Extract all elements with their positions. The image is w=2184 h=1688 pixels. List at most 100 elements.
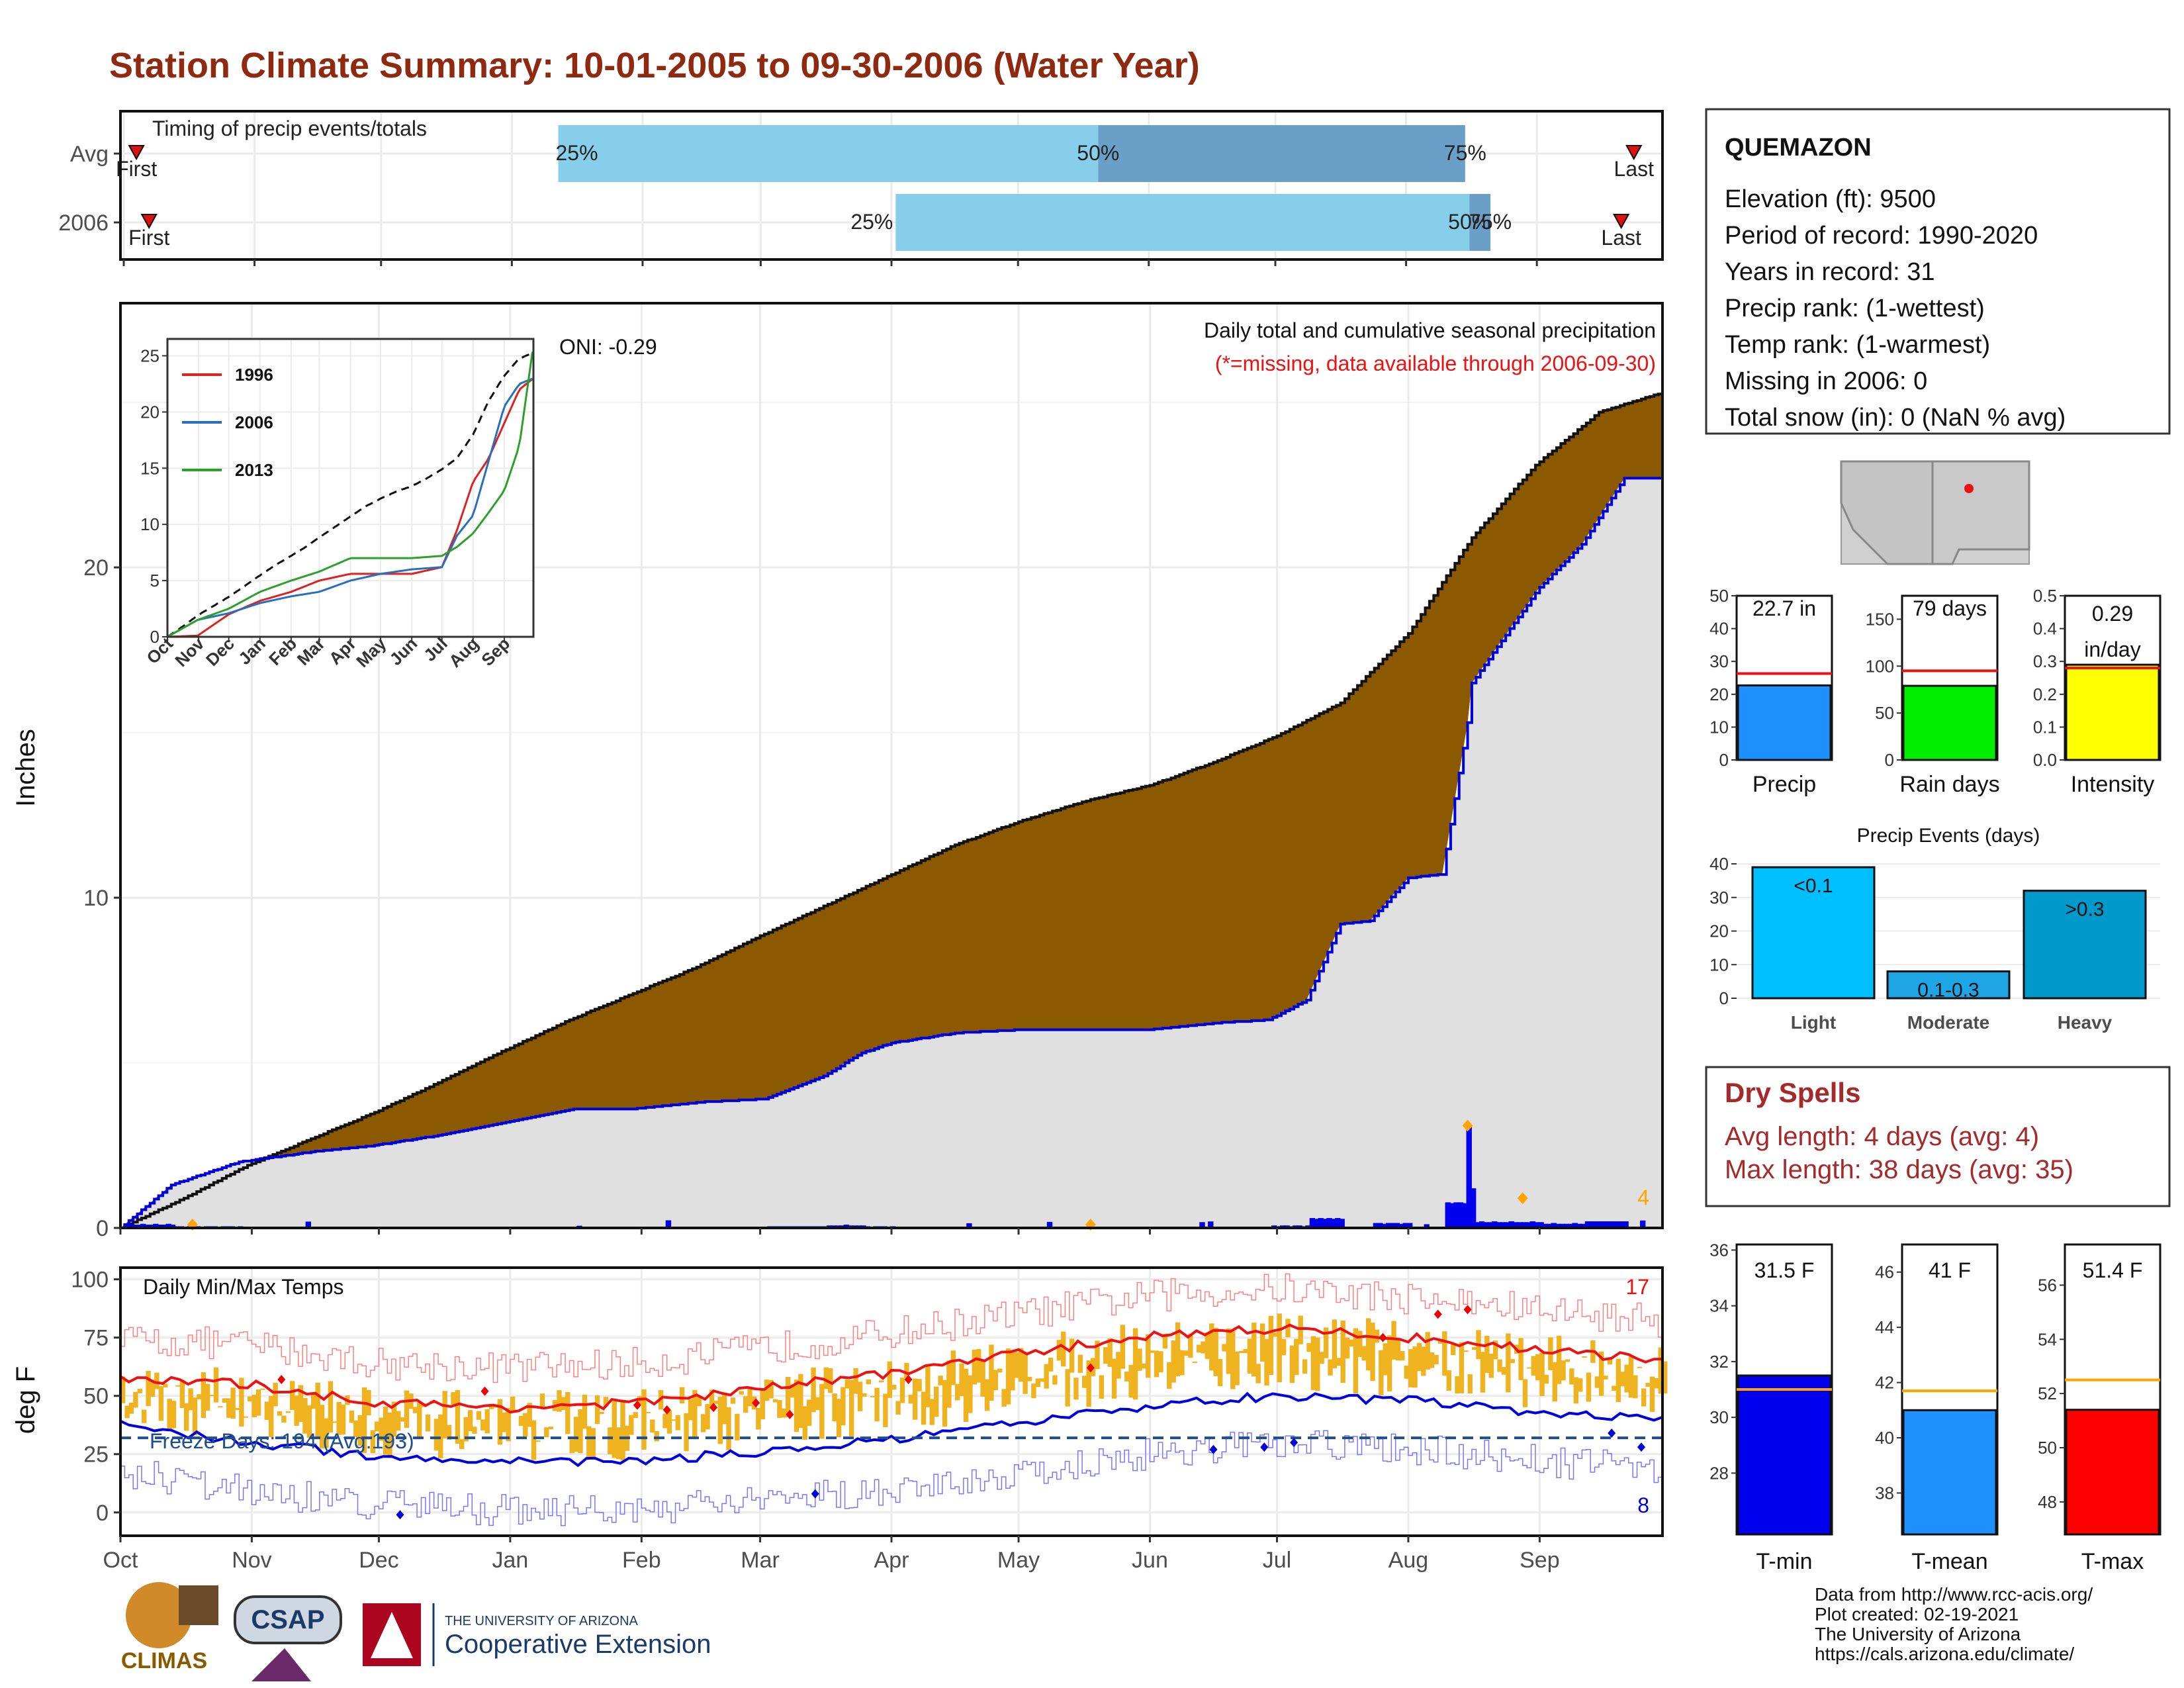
dry-spells-title: Dry Spells — [1725, 1077, 1860, 1108]
daily-precip-bar — [1373, 1223, 1379, 1228]
month-label: Oct — [103, 1548, 138, 1573]
daily-temp-bar — [883, 1393, 888, 1427]
daily-temp-bar — [1217, 1358, 1223, 1387]
daily-temp-bar — [1552, 1362, 1557, 1402]
daily-temp-bar — [841, 1387, 846, 1426]
daily-temp-bar — [480, 1419, 486, 1430]
timing-bar-50-75 — [1098, 125, 1465, 182]
daily-temp-bar — [1421, 1346, 1426, 1376]
daily-temp-bar — [1167, 1362, 1172, 1389]
daily-temp-bar — [1259, 1323, 1265, 1362]
daily-temp-bar — [269, 1395, 274, 1438]
daily-precip-bar — [136, 1225, 142, 1228]
info-line: Missing in 2006: 0 — [1725, 367, 1927, 395]
daily-temp-bar — [188, 1388, 193, 1411]
daily-temp-bar — [446, 1425, 452, 1440]
temp-bar-tick-label: 28 — [1709, 1463, 1729, 1483]
daily-temp-bar — [1649, 1376, 1655, 1412]
page-title: Station Climate Summary: 10-01-2005 to 0… — [109, 46, 1200, 85]
summary-bar-tick-label: 50 — [1709, 586, 1729, 606]
precip-ylabel: Inches — [11, 729, 40, 807]
daily-temp-bar — [1183, 1350, 1189, 1356]
record-high-diamond-icon — [1086, 1363, 1095, 1373]
inset-ytick-label: 25 — [140, 346, 159, 365]
daily-temp-bar — [1488, 1354, 1494, 1378]
current-cumulative-area — [120, 478, 1662, 1228]
record-high-diamond-icon — [633, 1400, 641, 1410]
daily-temp-bar — [620, 1400, 625, 1461]
daily-precip-bar — [1533, 1222, 1540, 1228]
ua-small-text: THE UNIVERSITY OF ARIZONA — [445, 1614, 639, 1628]
daily-temp-bar — [925, 1366, 931, 1407]
daily-temp-bar — [853, 1368, 858, 1394]
daily-temp-bar — [862, 1393, 867, 1397]
daily-temp-bar — [1459, 1342, 1465, 1393]
temp-bar-tick-label: 46 — [1875, 1262, 1894, 1282]
daily-temp-bar — [158, 1386, 164, 1421]
daily-temp-bar — [594, 1395, 600, 1425]
daily-temp-bar — [675, 1415, 680, 1430]
daily-temp-bar — [1154, 1350, 1160, 1378]
daily-precip-bar — [1398, 1223, 1404, 1228]
daily-precip-bar — [665, 1220, 672, 1228]
daily-temp-bar — [412, 1407, 418, 1413]
daily-temp-bar — [688, 1399, 694, 1421]
temp-ytick-label: 25 — [83, 1442, 109, 1468]
daily-temp-bar — [1543, 1374, 1549, 1384]
daily-temp-bar — [1069, 1338, 1075, 1373]
daily-precip-bar — [161, 1225, 167, 1228]
inset-legend-label: 1996 — [235, 365, 273, 385]
daily-temp-bar — [1323, 1327, 1329, 1358]
daily-precip-bar — [1466, 1125, 1472, 1228]
daily-temp-bar — [1001, 1389, 1007, 1407]
daily-precip-bar — [1487, 1222, 1493, 1228]
daily-temp-bar — [1328, 1359, 1333, 1376]
info-box — [1705, 108, 2171, 435]
daily-temp-bar — [179, 1380, 185, 1408]
daily-temp-bar — [573, 1417, 579, 1452]
daily-temp-bar — [1332, 1319, 1338, 1369]
daily-temp-bar — [264, 1401, 270, 1421]
daily-temp-bar — [1603, 1376, 1608, 1380]
daily-precip-bar — [1517, 1222, 1523, 1228]
timing-label-50: 50% — [1077, 141, 1119, 165]
summary-bar-tick-label: 0 — [1719, 750, 1729, 770]
daily-precip-bar — [169, 1225, 176, 1228]
daily-temp-bar — [878, 1380, 884, 1383]
record-low-diamond-icon — [1290, 1438, 1298, 1448]
daily-precip-bar — [144, 1225, 150, 1228]
daily-temp-bar — [1437, 1340, 1443, 1344]
summary-bar-label: Rain days — [1899, 772, 1999, 797]
daily-temp-bar — [502, 1412, 507, 1432]
record-low-diamond-icon — [396, 1510, 404, 1520]
daily-temp-bar — [315, 1382, 320, 1439]
dry-spells-box — [1705, 1066, 2171, 1207]
daily-precip-bar — [1314, 1219, 1320, 1228]
daily-temp-bar — [1171, 1340, 1176, 1383]
daily-precip-bar — [1512, 1222, 1519, 1228]
daily-precip-bar — [1610, 1221, 1616, 1228]
daily-temp-bar — [146, 1370, 151, 1407]
daily-temp-bar — [290, 1381, 295, 1411]
daily-temp-bar — [455, 1389, 461, 1444]
record-high-diamond-icon — [904, 1375, 913, 1385]
month-label: May — [997, 1548, 1040, 1573]
daily-temp-bar — [1023, 1354, 1028, 1394]
record-high-diamond-icon — [662, 1405, 671, 1415]
precip-header: Daily total and cumulative seasonal prec… — [1204, 318, 1656, 342]
daily-temp-bar — [459, 1439, 465, 1450]
daily-temp-bar — [1510, 1359, 1515, 1364]
daily-temp-bar — [463, 1417, 469, 1442]
daily-temp-bar — [1077, 1354, 1083, 1373]
daily-precip-bar — [1496, 1222, 1502, 1228]
daily-precip-bar — [153, 1223, 159, 1228]
csap-logo-text: CSAP — [251, 1605, 324, 1634]
daily-temp-bar — [1111, 1358, 1117, 1399]
daily-temp-bar — [1539, 1352, 1545, 1397]
temp-bar-tick-label: 40 — [1875, 1428, 1894, 1448]
daily-temp-bar — [277, 1411, 283, 1416]
daily-precip-bar — [1572, 1223, 1578, 1228]
precip-ytick-label: 0 — [96, 1216, 109, 1241]
daily-temp-bar — [1374, 1329, 1380, 1342]
